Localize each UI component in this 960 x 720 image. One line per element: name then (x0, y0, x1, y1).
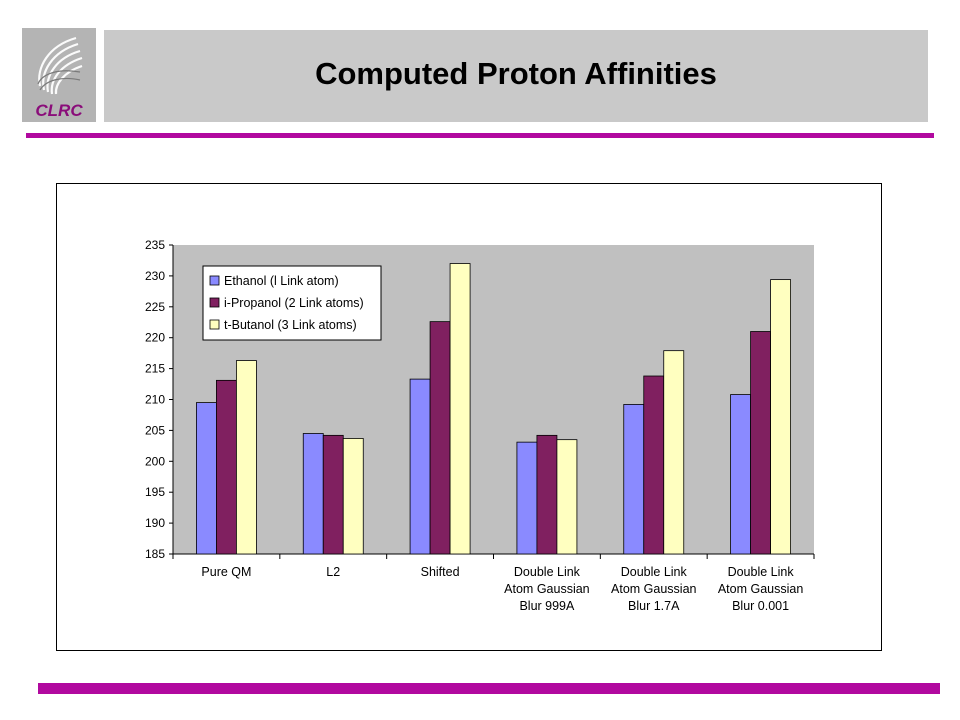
bar (663, 350, 685, 555)
legend-swatch (209, 275, 220, 286)
y-tick-label: 185 (145, 547, 165, 561)
y-tick-label: 190 (145, 516, 165, 530)
bar (236, 360, 257, 555)
bar (449, 263, 471, 555)
x-tick-label: L2 (326, 565, 340, 579)
y-tick-label: 210 (145, 393, 165, 407)
x-tick-label: Atom Gaussian (504, 582, 590, 596)
chart-area: 185 190 195 200 205 210 215 220 225 230 235 Pure QM… (56, 183, 882, 651)
x-tick-label: Double Link (621, 565, 688, 579)
x-tick-label: Shifted (421, 565, 460, 579)
bar (322, 434, 344, 555)
x-tick-label: Atom Gaussian (718, 582, 804, 596)
y-tick-label: 230 (145, 269, 165, 283)
x-tick-label: Blur 1.7A (628, 599, 680, 613)
top-accent-rule (26, 133, 934, 138)
clrc-logo-mark: CLRC (35, 36, 83, 120)
x-tick-label: Pure QM (201, 565, 251, 579)
title-bar (104, 30, 928, 122)
logo-text: CLRC (35, 101, 83, 120)
y-tick-label: 215 (145, 362, 165, 376)
bar (730, 394, 751, 555)
page-title: Computed Proton Affinities (315, 56, 717, 91)
legend-label: t-Butanol (3 Link atoms) (224, 318, 357, 332)
bar (429, 321, 451, 555)
legend-label: Ethanol (l Link atom) (224, 274, 339, 288)
bottom-accent-rule (38, 683, 940, 694)
legend-box (202, 265, 382, 341)
bar-chart: 185 190 195 200 205 210 215 220 225 230 235 Pure QM… (145, 238, 815, 613)
x-tick-label: Blur 0.001 (732, 599, 789, 613)
legend-swatch (209, 319, 220, 330)
y-tick-label: 225 (145, 300, 165, 314)
legend-swatch (209, 297, 220, 308)
x-tick-label: Blur 999A (519, 599, 575, 613)
bar (342, 438, 364, 555)
bar (516, 441, 538, 555)
bar (302, 433, 324, 555)
clrc-logo: CLRC (22, 28, 96, 122)
y-tick-label: 195 (145, 485, 165, 499)
bar (556, 439, 578, 555)
bar (409, 378, 431, 555)
legend-label: i-Propanol (2 Link atoms) (224, 296, 364, 310)
x-tick-label: Atom Gaussian (611, 582, 697, 596)
x-tick-label: Double Link (514, 565, 581, 579)
bar (623, 404, 645, 555)
bar (536, 434, 558, 555)
y-tick-label: 235 (145, 238, 165, 252)
bar (216, 379, 237, 555)
bar (643, 375, 665, 555)
x-tick-label: Double Link (728, 565, 795, 579)
y-tick-label: 200 (145, 454, 165, 468)
bar (770, 279, 791, 555)
y-tick-label: 220 (145, 331, 165, 345)
y-tick-label: 205 (145, 423, 165, 437)
bar (750, 331, 771, 555)
bar (196, 402, 217, 555)
